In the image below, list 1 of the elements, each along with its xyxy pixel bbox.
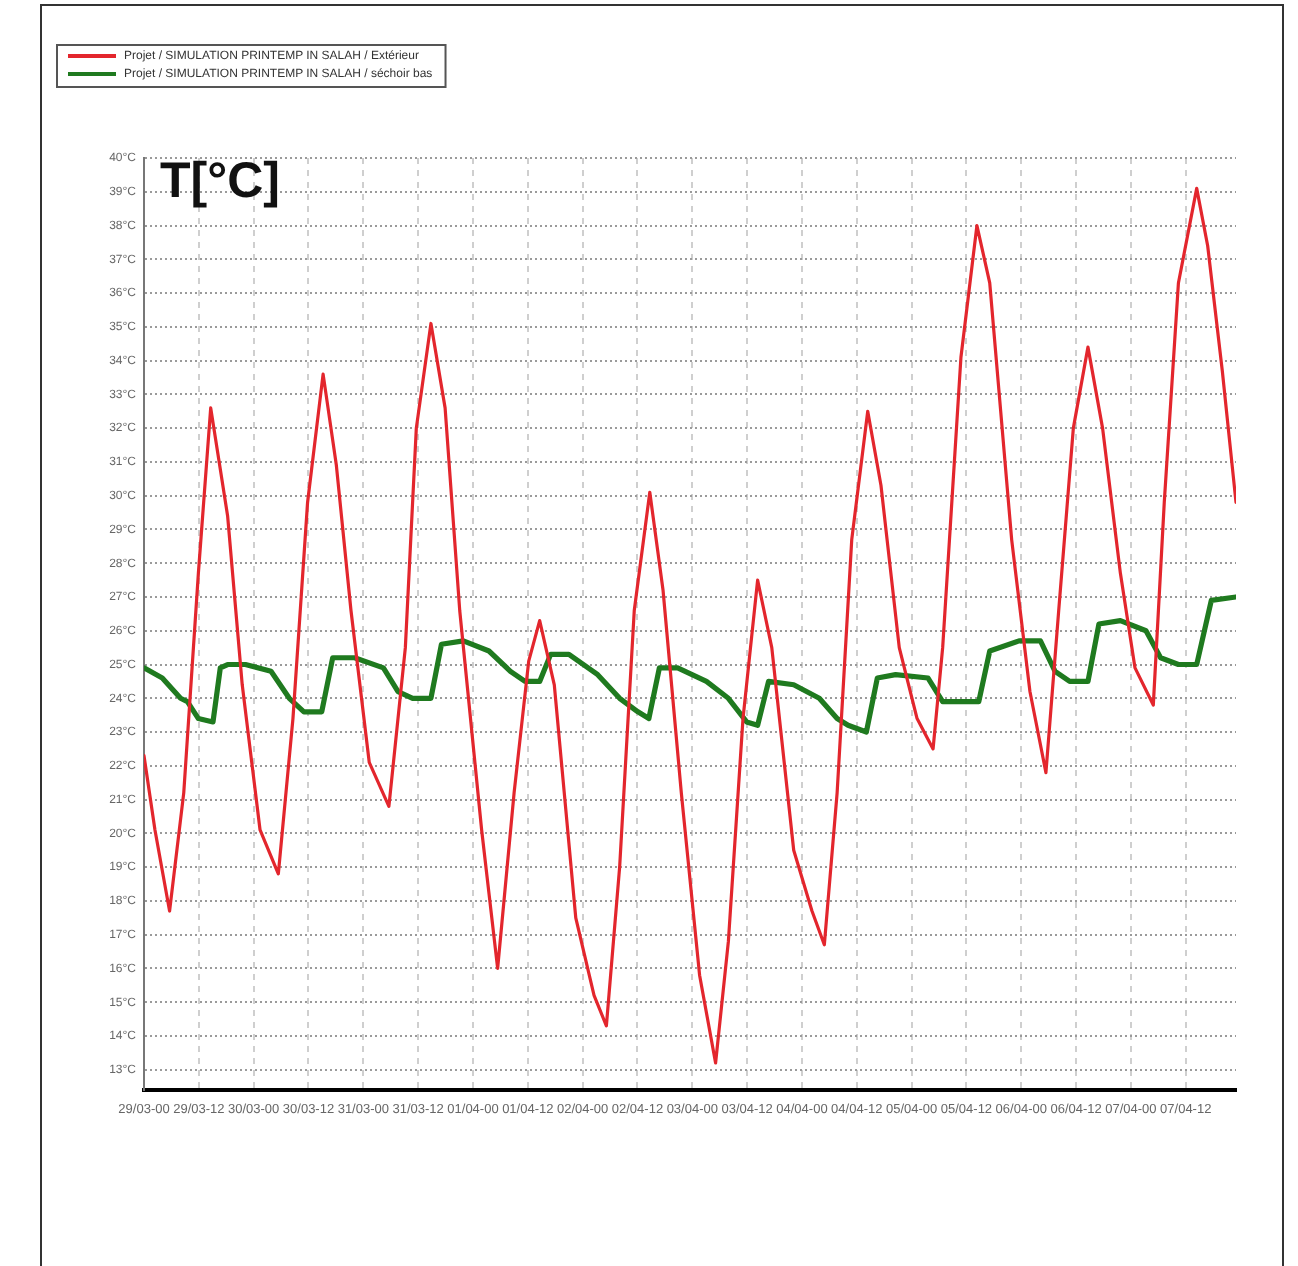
y-axis-title: T[°C] <box>160 152 280 209</box>
